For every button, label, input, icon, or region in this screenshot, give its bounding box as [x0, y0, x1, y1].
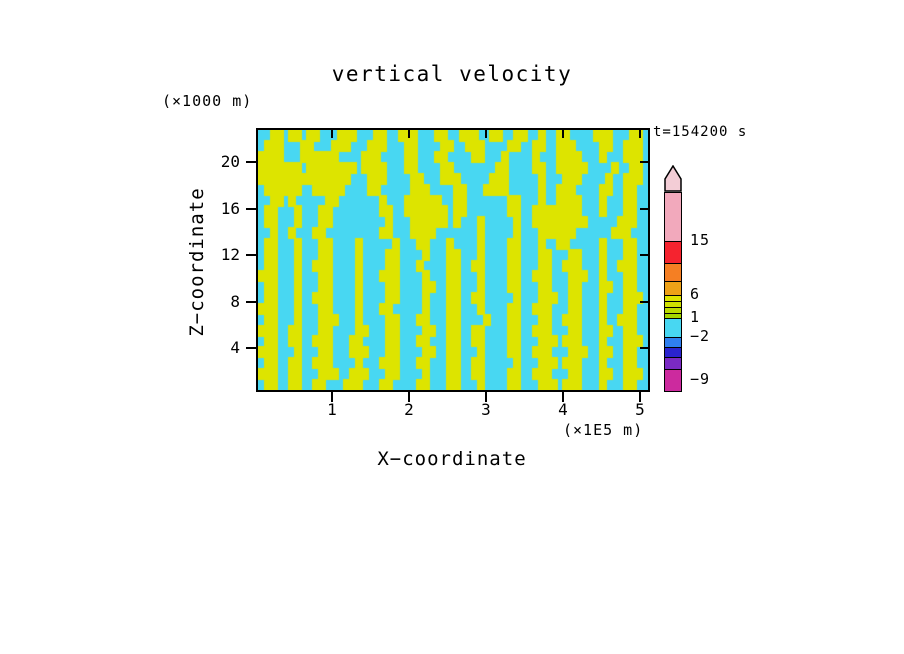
x-axis-unit: (×1E5 m) — [563, 421, 644, 439]
colorbar-label: 6 — [690, 285, 701, 303]
colorbar-label: −9 — [690, 370, 711, 388]
tick-mark — [408, 392, 410, 402]
tick-mark — [485, 392, 487, 402]
colorbar-scale — [664, 192, 682, 392]
tick-mark — [331, 392, 333, 402]
x-tick-label: 2 — [404, 400, 414, 419]
y-axis-unit: (×1000 m) — [162, 92, 253, 110]
colorbar — [664, 165, 682, 392]
colorbar-segment — [665, 318, 681, 337]
colorbar-segment — [665, 313, 681, 318]
colorbar-segment — [665, 307, 681, 313]
colorbar-segment — [665, 347, 681, 357]
colorbar-segment — [665, 241, 681, 263]
tick-mark — [639, 392, 641, 402]
y-tick-label: 20 — [220, 152, 240, 171]
y-tick-label: 4 — [230, 338, 240, 357]
tick-mark — [246, 207, 256, 210]
tick-mark — [408, 130, 410, 138]
x-tick-label: 5 — [635, 400, 645, 419]
colorbar-segment — [665, 193, 681, 241]
plot-frame — [256, 128, 650, 392]
y-tick-label: 12 — [220, 245, 240, 264]
colorbar-segment — [665, 295, 681, 301]
tick-mark — [562, 392, 564, 402]
colorbar-segment — [665, 369, 681, 391]
x-tick-label: 1 — [327, 400, 337, 419]
plot-title: vertical velocity — [331, 62, 573, 86]
tick-mark — [640, 207, 648, 210]
colorbar-label: −2 — [690, 327, 711, 345]
tick-mark — [246, 254, 256, 256]
tick-mark — [639, 130, 641, 138]
tick-mark — [331, 130, 333, 138]
tick-mark — [246, 161, 256, 163]
x-tick-label: 4 — [558, 400, 568, 419]
colorbar-label: 1 — [690, 308, 701, 326]
colorbar-segment — [665, 337, 681, 347]
y-tick-label: 8 — [230, 291, 240, 311]
colorbar-segment — [665, 281, 681, 295]
tick-mark — [246, 300, 256, 303]
colorbar-arrow-icon — [664, 165, 682, 192]
tick-mark — [640, 300, 648, 303]
colorbar-segment — [665, 263, 681, 281]
colorbar-segment — [665, 301, 681, 307]
x-tick-label: 3 — [481, 400, 491, 419]
y-tick-label: 16 — [220, 198, 240, 218]
colorbar-segment — [665, 357, 681, 369]
tick-mark — [640, 347, 648, 349]
tick-mark — [246, 347, 256, 349]
time-label: t=154200 s — [653, 124, 748, 140]
tick-mark — [562, 130, 564, 138]
x-axis-label: X−coordinate — [377, 448, 527, 470]
tick-mark — [640, 161, 648, 163]
heatmap-canvas — [258, 130, 648, 390]
tick-mark — [640, 254, 648, 256]
tick-mark — [485, 130, 487, 138]
colorbar-label: 15 — [690, 231, 711, 249]
y-axis-label: Z−coordinate — [186, 187, 208, 337]
